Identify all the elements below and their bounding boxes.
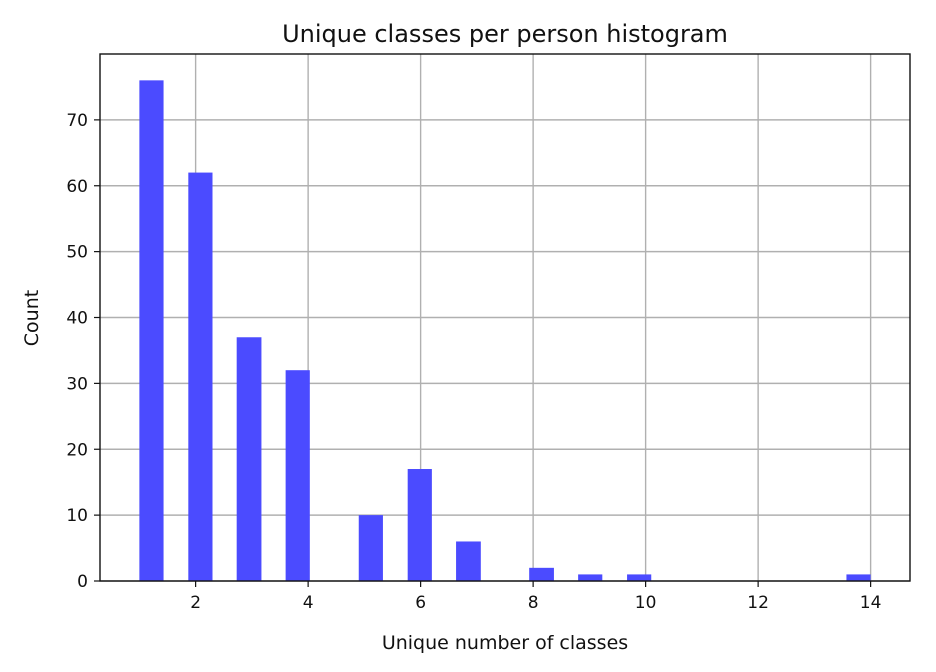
- x-tick-label: 4: [303, 593, 314, 613]
- histogram-bar: [578, 574, 603, 581]
- x-tick-label: 12: [747, 593, 769, 613]
- x-axis-ticks: 2 4 6 8 10 12 14: [190, 581, 881, 613]
- y-tick-label: 50: [66, 243, 88, 263]
- y-tick-label: 60: [66, 177, 88, 197]
- y-tick-label: 0: [77, 572, 88, 592]
- x-tick-label: 8: [528, 593, 539, 613]
- histogram-bar: [236, 337, 262, 581]
- histogram-bar: [846, 574, 871, 581]
- histogram-bar: [358, 515, 383, 581]
- histogram-bar: [407, 469, 432, 581]
- x-axis-label: Unique number of classes: [382, 632, 628, 654]
- grid-lines: [100, 54, 910, 582]
- y-axis-ticks: 0 10 20 30 40 50 60 70: [66, 111, 100, 592]
- histogram-bar: [529, 567, 554, 581]
- y-tick-label: 20: [66, 440, 88, 460]
- histogram-bar: [139, 80, 164, 581]
- histogram-bar: [627, 574, 652, 581]
- y-tick-label: 10: [66, 506, 88, 526]
- histogram-bar: [456, 541, 481, 581]
- histogram-bar: [188, 172, 213, 581]
- bars: [139, 80, 871, 581]
- y-axis-label: Count: [21, 290, 43, 346]
- x-tick-label: 2: [190, 593, 201, 613]
- x-tick-label: 10: [635, 593, 657, 613]
- y-tick-label: 40: [66, 309, 88, 329]
- y-tick-label: 70: [66, 111, 88, 131]
- x-tick-label: 6: [415, 593, 426, 613]
- histogram-bar: [285, 370, 310, 581]
- chart-title: Unique classes per person histogram: [282, 20, 728, 48]
- x-tick-label: 14: [860, 593, 882, 613]
- y-tick-label: 30: [66, 374, 88, 394]
